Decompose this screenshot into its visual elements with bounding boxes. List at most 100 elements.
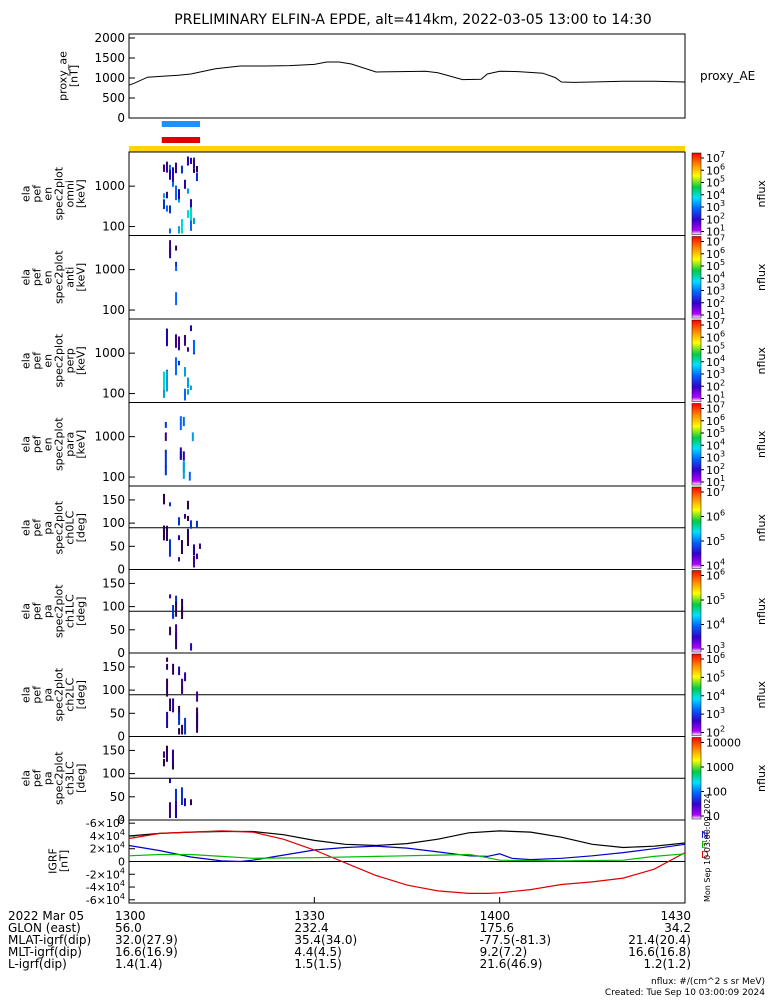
spectrogram-pixel bbox=[165, 328, 168, 347]
panel-ytick-label: 100 bbox=[102, 470, 125, 484]
spectrogram-pixel bbox=[168, 502, 171, 507]
spectrogram-pixel bbox=[186, 188, 189, 194]
colorbar-label: nflux bbox=[755, 514, 768, 542]
spectrogram-pixel bbox=[178, 728, 181, 735]
footer-value: 16.6(16.8) bbox=[628, 945, 691, 959]
spectrogram-pixel bbox=[181, 724, 184, 735]
footer-value: 1430 bbox=[660, 909, 691, 923]
spectrogram-pixel bbox=[174, 357, 177, 376]
pa-ch3-ylabel-line: [deg] bbox=[75, 764, 88, 793]
spectrogram-pixel bbox=[183, 388, 186, 401]
spectrogram-pixel bbox=[174, 792, 177, 810]
proxy-ae-ytick-label: 2000 bbox=[94, 31, 125, 45]
spectrogram-pixel bbox=[169, 240, 172, 255]
spectrogram-pixel bbox=[166, 678, 169, 697]
spectrogram-pixel bbox=[164, 421, 167, 428]
spectrogram-pixel bbox=[168, 205, 171, 214]
spectrogram-pixel bbox=[172, 698, 175, 713]
panel-ytick-label: 150 bbox=[102, 576, 125, 590]
panel-ytick-label: 50 bbox=[110, 706, 125, 720]
spectrogram-pixel bbox=[165, 380, 168, 392]
spectrogram-pixel bbox=[192, 217, 195, 225]
pa-ch0-ylabel-line: ch0LC bbox=[64, 511, 77, 545]
spectrogram-pixel bbox=[196, 707, 199, 720]
spectrogram-pixel bbox=[164, 449, 167, 468]
panel-ytick-label: 100 bbox=[102, 303, 125, 317]
panel-ytick-label: 150 bbox=[102, 743, 125, 757]
pa-ch0-ylabel-line: pef bbox=[31, 518, 44, 537]
colorbar-label: nflux bbox=[755, 180, 768, 208]
pa-ch2-panel: 050100150106105104103102nfluxelapefpaspe… bbox=[20, 651, 769, 744]
spectrogram-pixel bbox=[180, 165, 183, 174]
panel-ytick-label: 50 bbox=[110, 790, 125, 804]
pa-ch2-ylabel-line: ela bbox=[20, 686, 33, 703]
spec-anti-ylabel-line: spec2plot bbox=[53, 250, 66, 304]
igrf-legend-D: D bbox=[701, 850, 709, 861]
spectrogram-pixel bbox=[162, 199, 165, 210]
spectrogram-pixel bbox=[177, 226, 180, 234]
spectrogram-pixel bbox=[192, 168, 195, 173]
panel-ytick-label: 0 bbox=[117, 563, 125, 577]
spectrogram-pixel bbox=[175, 601, 178, 617]
panel-ytick-label: 1000 bbox=[94, 430, 125, 444]
red-bar bbox=[161, 137, 201, 143]
spectrogram-pixel bbox=[162, 193, 165, 199]
spectrogram-pixel bbox=[181, 685, 184, 694]
igrf-ytick-label: 0 bbox=[118, 856, 125, 869]
spectrogram-pixel bbox=[162, 374, 165, 390]
footer-row-label: GLON (east) bbox=[8, 921, 81, 935]
spectrogram-pixel bbox=[178, 666, 181, 676]
footer-value: -77.5(-81.3) bbox=[479, 933, 552, 947]
spectrogram-pixel bbox=[189, 199, 192, 210]
footer-value: 4.4(4.5) bbox=[294, 945, 342, 959]
spectrogram-pixel bbox=[198, 543, 201, 549]
proxy-ae-ytick-label: 1000 bbox=[94, 71, 125, 85]
proxy-ae-panel: 0 500 1000 1500 2000 proxy_AE proxy_ae[nT] bbox=[57, 31, 756, 125]
colorbar-tick-label: 104 bbox=[706, 617, 725, 632]
spec-perp-ylabel-line: [keV] bbox=[75, 346, 88, 375]
colorbar-tick-label: 100 bbox=[706, 786, 727, 799]
footer-value: 21.6(46.9) bbox=[479, 957, 543, 971]
footer-value: 34.2 bbox=[664, 921, 691, 935]
spectrogram-pixel bbox=[181, 611, 184, 620]
spectrogram-pixel bbox=[168, 778, 171, 784]
spectrogram-pixel bbox=[183, 334, 186, 346]
spectrogram-pixel bbox=[195, 553, 198, 560]
pa-ch1-ylabel-line: ch1LC bbox=[64, 594, 77, 628]
pa-ch1-ylabel-line: [deg] bbox=[75, 597, 88, 626]
pa-ch0-ylabel-line: [deg] bbox=[75, 513, 88, 542]
igrf-ylabel-line: [nT] bbox=[58, 850, 71, 872]
panel-ytick-label: 50 bbox=[110, 623, 125, 637]
igrf-ytick-label: 2×104 bbox=[90, 841, 125, 856]
spectrogram-pixel bbox=[179, 447, 182, 460]
spec-perp-panel: 1001000107106105104103102101nfluxelapefe… bbox=[20, 317, 769, 406]
pa-ch0-ylabel-line: ela bbox=[20, 519, 33, 536]
panel-ytick-label: 0 bbox=[117, 813, 125, 827]
colorbar bbox=[691, 486, 702, 569]
footer-value: 56.0 bbox=[115, 921, 142, 935]
pa-ch0-ylabel-line: pa bbox=[42, 521, 55, 535]
spec-omni-ylabel-line: omni bbox=[64, 180, 77, 207]
spectrogram-pixel bbox=[178, 712, 181, 725]
spectrogram-pixel bbox=[177, 360, 180, 366]
pa-ch2-ylabel-line: pa bbox=[42, 688, 55, 702]
igrf-line-green bbox=[128, 853, 686, 862]
footer-value: 32.0(27.9) bbox=[115, 933, 178, 947]
igrf-line-black bbox=[128, 830, 686, 849]
spec-perp-ylabel-line: en bbox=[42, 354, 55, 368]
spectrogram-pixel bbox=[171, 181, 174, 187]
panel-ytick-label: 50 bbox=[110, 539, 125, 553]
footer-value: 232.4 bbox=[294, 921, 329, 935]
colorbar bbox=[691, 653, 702, 736]
colorbar-label: nflux bbox=[755, 597, 768, 625]
spec-para-ylabel-line: [keV] bbox=[75, 430, 88, 459]
spectrogram-pixel bbox=[174, 165, 177, 174]
colorbar-label: nflux bbox=[755, 681, 768, 709]
pa-ch3-ylabel-line: ch3LC bbox=[64, 761, 77, 795]
colorbar-tick-label: 10 bbox=[706, 810, 720, 823]
pa-ch2-ylabel-line: ch2LC bbox=[64, 678, 77, 712]
spectrogram-pixel bbox=[195, 520, 198, 528]
spectrogram-pixel bbox=[189, 520, 192, 529]
spectrogram-pixel bbox=[181, 606, 184, 616]
spectrogram-pixel bbox=[180, 540, 183, 554]
